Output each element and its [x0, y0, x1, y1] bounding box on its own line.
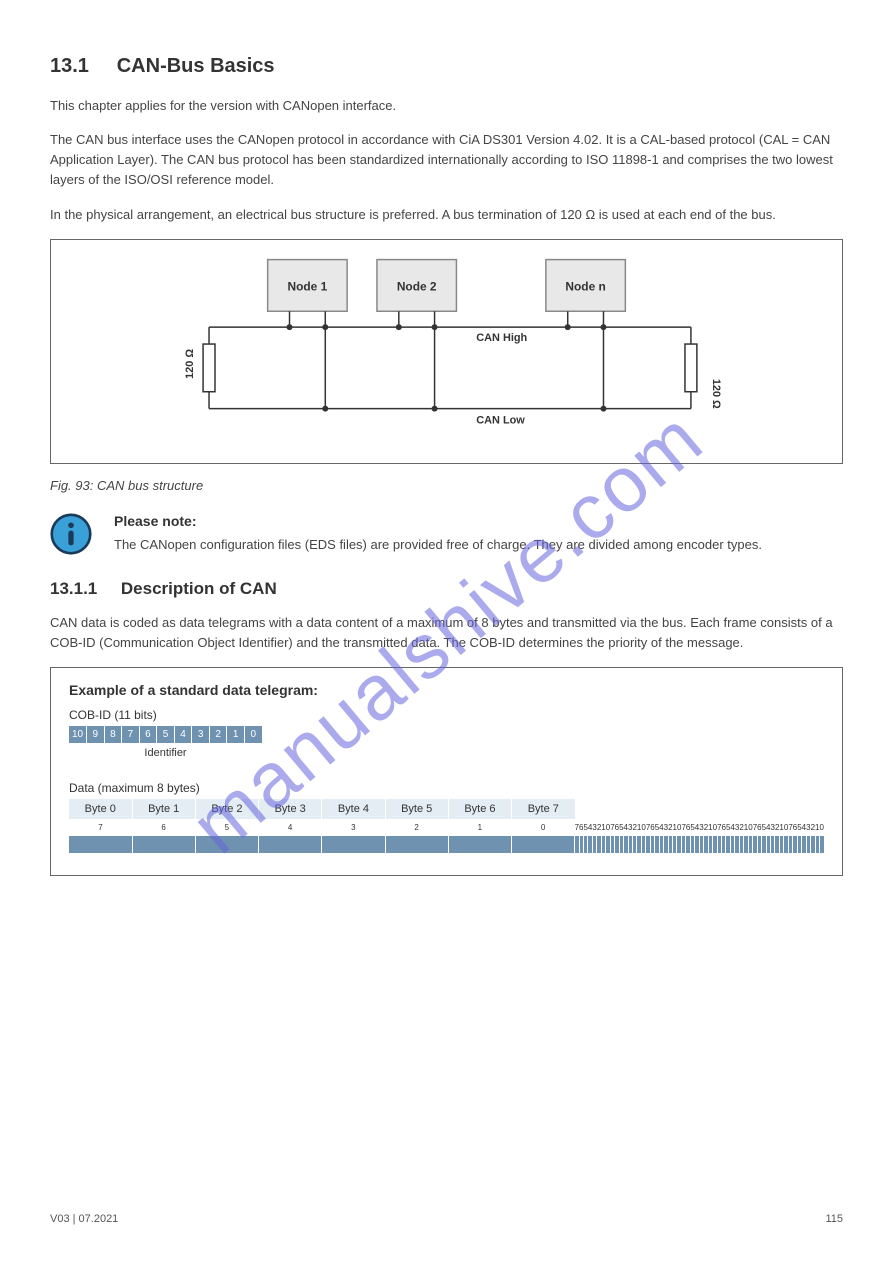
- data-bit-cell: [512, 836, 575, 853]
- data-bit-label: 2: [385, 819, 448, 836]
- data-bit-label: 7: [69, 819, 132, 836]
- cob-bit-header: 7: [122, 726, 140, 743]
- cob-bit-header: 8: [104, 726, 122, 743]
- subsection-title: 13.1.1 Description of CAN: [50, 579, 843, 599]
- data-bit-label: 0: [512, 819, 575, 836]
- intro-paragraph: This chapter applies for the version wit…: [50, 96, 843, 116]
- cob-bit-header: 4: [174, 726, 192, 743]
- cob-bit-header: 3: [192, 726, 210, 743]
- data-byte-group: Byte 2: [195, 799, 258, 819]
- can-high-label: CAN High: [476, 332, 527, 344]
- data-bytes-table: Byte 0Byte 1Byte 2Byte 3Byte 4Byte 5Byte…: [69, 799, 824, 853]
- section-heading: CAN-Bus Basics: [117, 55, 275, 77]
- cob-bit-header: 5: [157, 726, 175, 743]
- notice-body: The CANopen configuration files (EDS fil…: [114, 535, 762, 555]
- node-2-label: Node 2: [397, 279, 437, 293]
- data-byte-group: Byte 7: [512, 799, 575, 819]
- resistor-left: [203, 344, 215, 392]
- data-bit-cell: [385, 836, 448, 853]
- data-bit-cell: [448, 836, 511, 853]
- subsection-heading: Description of CAN: [121, 579, 277, 598]
- figure-caption: Fig. 93: CAN bus structure: [50, 478, 843, 493]
- example-box: Example of a standard data telegram: COB…: [50, 667, 843, 876]
- cob-bit-header: 1: [227, 726, 245, 743]
- data-bit-label: 6: [132, 819, 195, 836]
- data-bit-cell: [132, 836, 195, 853]
- data-byte-group: Byte 3: [259, 799, 322, 819]
- data-byte-group: Byte 0: [69, 799, 132, 819]
- subsection-paragraph: CAN data is coded as data telegrams with…: [50, 613, 843, 653]
- data-byte-group: Byte 1: [132, 799, 195, 819]
- cob-bit-header: 2: [209, 726, 227, 743]
- resistor-right: [685, 344, 697, 392]
- cob-bit-header: 9: [87, 726, 105, 743]
- notice-block: Please note: The CANopen configuration f…: [50, 513, 843, 555]
- data-bit-label: 4: [259, 819, 322, 836]
- subsection-number: 13.1.1: [50, 579, 97, 598]
- data-bit-cell: [259, 836, 322, 853]
- section-number: 13.1: [50, 55, 89, 77]
- resistor-left-label: 120 Ω: [184, 348, 196, 378]
- footer-left: V03 | 07.2021: [50, 1213, 118, 1225]
- data-bit-label: 1: [448, 819, 511, 836]
- data-bit-label: 0: [819, 819, 824, 836]
- can-bus-diagram: 120 Ω 120 Ω CAN High CAN Low Node 1 Node…: [50, 239, 843, 464]
- cob-bit-header: 10: [69, 726, 87, 743]
- data-byte-group: Byte 5: [385, 799, 448, 819]
- cob-id-table: 109876543210Identifier: [69, 726, 824, 763]
- data-bit-cell: [69, 836, 132, 853]
- node-1-label: Node 1: [288, 279, 328, 293]
- cob-bit-header: 6: [139, 726, 157, 743]
- data-byte-group: Byte 4: [322, 799, 385, 819]
- can-low-label: CAN Low: [476, 414, 525, 426]
- node-n-label: Node n: [565, 279, 605, 293]
- data-bit-cell: [819, 836, 824, 853]
- diagram-svg: 120 Ω 120 Ω CAN High CAN Low Node 1 Node…: [59, 248, 834, 455]
- footer-right: 115: [825, 1213, 843, 1225]
- data-bit-label: 5: [195, 819, 258, 836]
- page-footer: V03 | 07.2021 115: [50, 1213, 843, 1225]
- example-title: Example of a standard data telegram:: [69, 682, 824, 698]
- resistor-right-label: 120 Ω: [710, 379, 722, 409]
- cob-id-section-label: COB-ID (11 bits): [69, 708, 824, 722]
- topology-paragraph: In the physical arrangement, an electric…: [50, 205, 843, 225]
- data-byte-group: Byte 6: [448, 799, 511, 819]
- section-title: 13.1 CAN-Bus Basics: [50, 55, 843, 78]
- data-section-label: Data (maximum 8 bytes): [69, 781, 824, 795]
- data-bit-cell: [195, 836, 258, 853]
- cob-bit-header: 0: [244, 726, 262, 743]
- cob-identifier-cell: Identifier: [69, 743, 262, 763]
- data-bit-label: 3: [322, 819, 385, 836]
- basics-paragraph: The CAN bus interface uses the CANopen p…: [50, 130, 843, 190]
- data-bit-cell: [322, 836, 385, 853]
- info-icon: [50, 513, 92, 555]
- notice-title: Please note:: [114, 513, 762, 529]
